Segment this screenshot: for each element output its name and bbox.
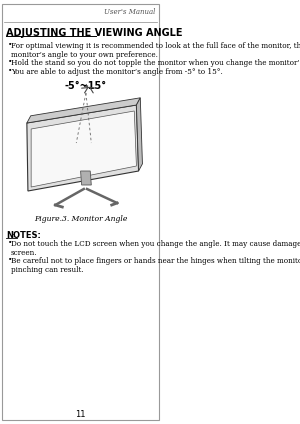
- Text: Hold the stand so you do not topple the monitor when you change the monitor’s an: Hold the stand so you do not topple the …: [11, 59, 300, 67]
- Text: •: •: [8, 240, 12, 246]
- Text: NOTES:: NOTES:: [6, 231, 41, 240]
- Polygon shape: [81, 171, 91, 185]
- Text: You are able to adjust the monitor’s angle from -5° to 15°.: You are able to adjust the monitor’s ang…: [11, 68, 223, 76]
- Polygon shape: [27, 98, 140, 123]
- Text: •: •: [8, 59, 12, 65]
- Text: •: •: [8, 42, 12, 48]
- Text: For optimal viewing it is recommended to look at the full face of the monitor, t: For optimal viewing it is recommended to…: [11, 42, 300, 59]
- Text: Do not touch the LCD screen when you change the angle. It may cause damage or br: Do not touch the LCD screen when you cha…: [11, 240, 300, 257]
- Text: Be careful not to place fingers or hands near the hinges when tilting the monito: Be careful not to place fingers or hands…: [11, 257, 300, 274]
- Text: User's Manual: User's Manual: [104, 8, 156, 16]
- Polygon shape: [31, 111, 136, 187]
- Text: Figure.3. Monitor Angle: Figure.3. Monitor Angle: [34, 215, 127, 223]
- Text: •: •: [8, 257, 12, 263]
- Polygon shape: [136, 98, 142, 171]
- Text: 11: 11: [75, 410, 86, 419]
- Text: •: •: [8, 68, 12, 74]
- Text: -5°~15°: -5°~15°: [65, 81, 107, 91]
- Polygon shape: [27, 105, 139, 191]
- Text: ADJUSTING THE VIEWING ANGLE: ADJUSTING THE VIEWING ANGLE: [6, 28, 183, 38]
